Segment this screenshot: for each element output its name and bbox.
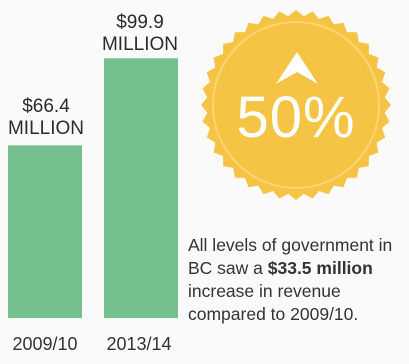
x-tick-label-2013-14: 2013/14 bbox=[106, 334, 172, 354]
x-tick-label-2009-10: 2009/10 bbox=[12, 334, 78, 354]
bars-group bbox=[8, 58, 178, 318]
up-arrow-icon bbox=[276, 52, 318, 84]
callout-after: increase in revenue compared to 2009/10. bbox=[188, 281, 359, 324]
badge-ring bbox=[212, 21, 380, 189]
bar-value-label-2013-14: $99.9 MILLION bbox=[95, 12, 185, 56]
badge-percentage: 50% bbox=[236, 85, 356, 150]
callout-text: All levels of government in BC saw a $33… bbox=[188, 234, 409, 326]
bar-value-amount: $99.9 bbox=[116, 12, 164, 33]
bar-2013-14 bbox=[104, 58, 178, 318]
callout-highlight: $33.5 million bbox=[267, 258, 373, 278]
bar-2009-10 bbox=[8, 145, 82, 318]
callout-before: All levels of government in BC saw a bbox=[188, 235, 393, 278]
growth-badge bbox=[201, 10, 391, 200]
bar-value-label-2009-10: $66.4 MILLION bbox=[1, 96, 91, 140]
bar-value-amount: $66.4 bbox=[22, 96, 70, 117]
badge-seal bbox=[201, 10, 391, 200]
bar-value-unit: MILLION bbox=[7, 118, 85, 139]
bar-value-unit: MILLION bbox=[101, 34, 179, 55]
